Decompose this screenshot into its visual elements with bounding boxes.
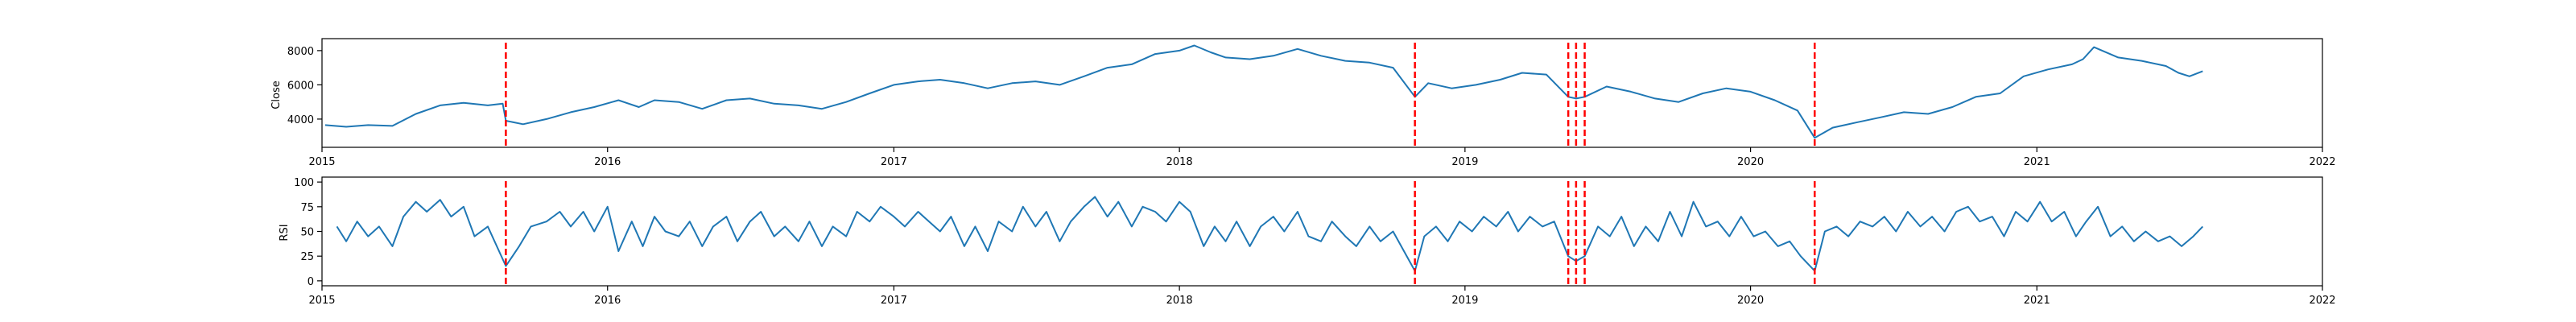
rsi-x-tick-label: 2016 — [594, 295, 621, 307]
rsi-y-tick-label: 75 — [300, 202, 314, 214]
close-x-tick-label: 2021 — [2024, 156, 2050, 168]
rsi-x-tick-label: 2022 — [2309, 295, 2335, 307]
close-price-panel: Close 2015 2016 2017 2018 2019 2020 2021 2022 40… — [270, 38, 2336, 168]
rsi-x-tick-label: 2017 — [881, 295, 907, 307]
rsi-y-tick-label: 25 — [300, 251, 314, 263]
rsi-series-line — [336, 196, 2204, 272]
close-y-tick-label: 6000 — [287, 80, 314, 92]
rsi-x-tick-label: 2015 — [308, 295, 335, 307]
close-y-tick-label: 8000 — [287, 46, 314, 58]
rsi-x-tick-label: 2019 — [1451, 295, 1478, 307]
rsi-panel: RSI 2015 2016 2017 2018 2019 2020 2021 2022 0 25 5… — [279, 176, 2336, 307]
close-x-tick-label: 2019 — [1451, 156, 1478, 168]
rsi-y-tick-label: 50 — [300, 227, 314, 239]
close-y-tick-label: 4000 — [287, 114, 314, 126]
close-x-tick-label: 2022 — [2309, 156, 2335, 168]
close-x-tick-label: 2016 — [594, 156, 621, 168]
rsi-axis-label: RSI — [279, 224, 291, 241]
rsi-y-tick-label: 100 — [294, 177, 314, 189]
close-x-tick-label: 2017 — [881, 156, 907, 168]
rsi-x-tick-label: 2020 — [1737, 295, 1764, 307]
close-axes-frame — [321, 38, 2323, 148]
rsi-x-tick-label: 2021 — [2024, 295, 2050, 307]
close-series-line — [324, 44, 2203, 139]
close-x-tick-label: 2015 — [308, 156, 335, 168]
close-x-tick-label: 2020 — [1737, 156, 1764, 168]
close-x-tick-label: 2018 — [1166, 156, 1193, 168]
rsi-x-tick-label: 2018 — [1166, 295, 1193, 307]
close-axis-label: Close — [270, 80, 283, 109]
rsi-y-tick-label: 0 — [308, 276, 314, 288]
